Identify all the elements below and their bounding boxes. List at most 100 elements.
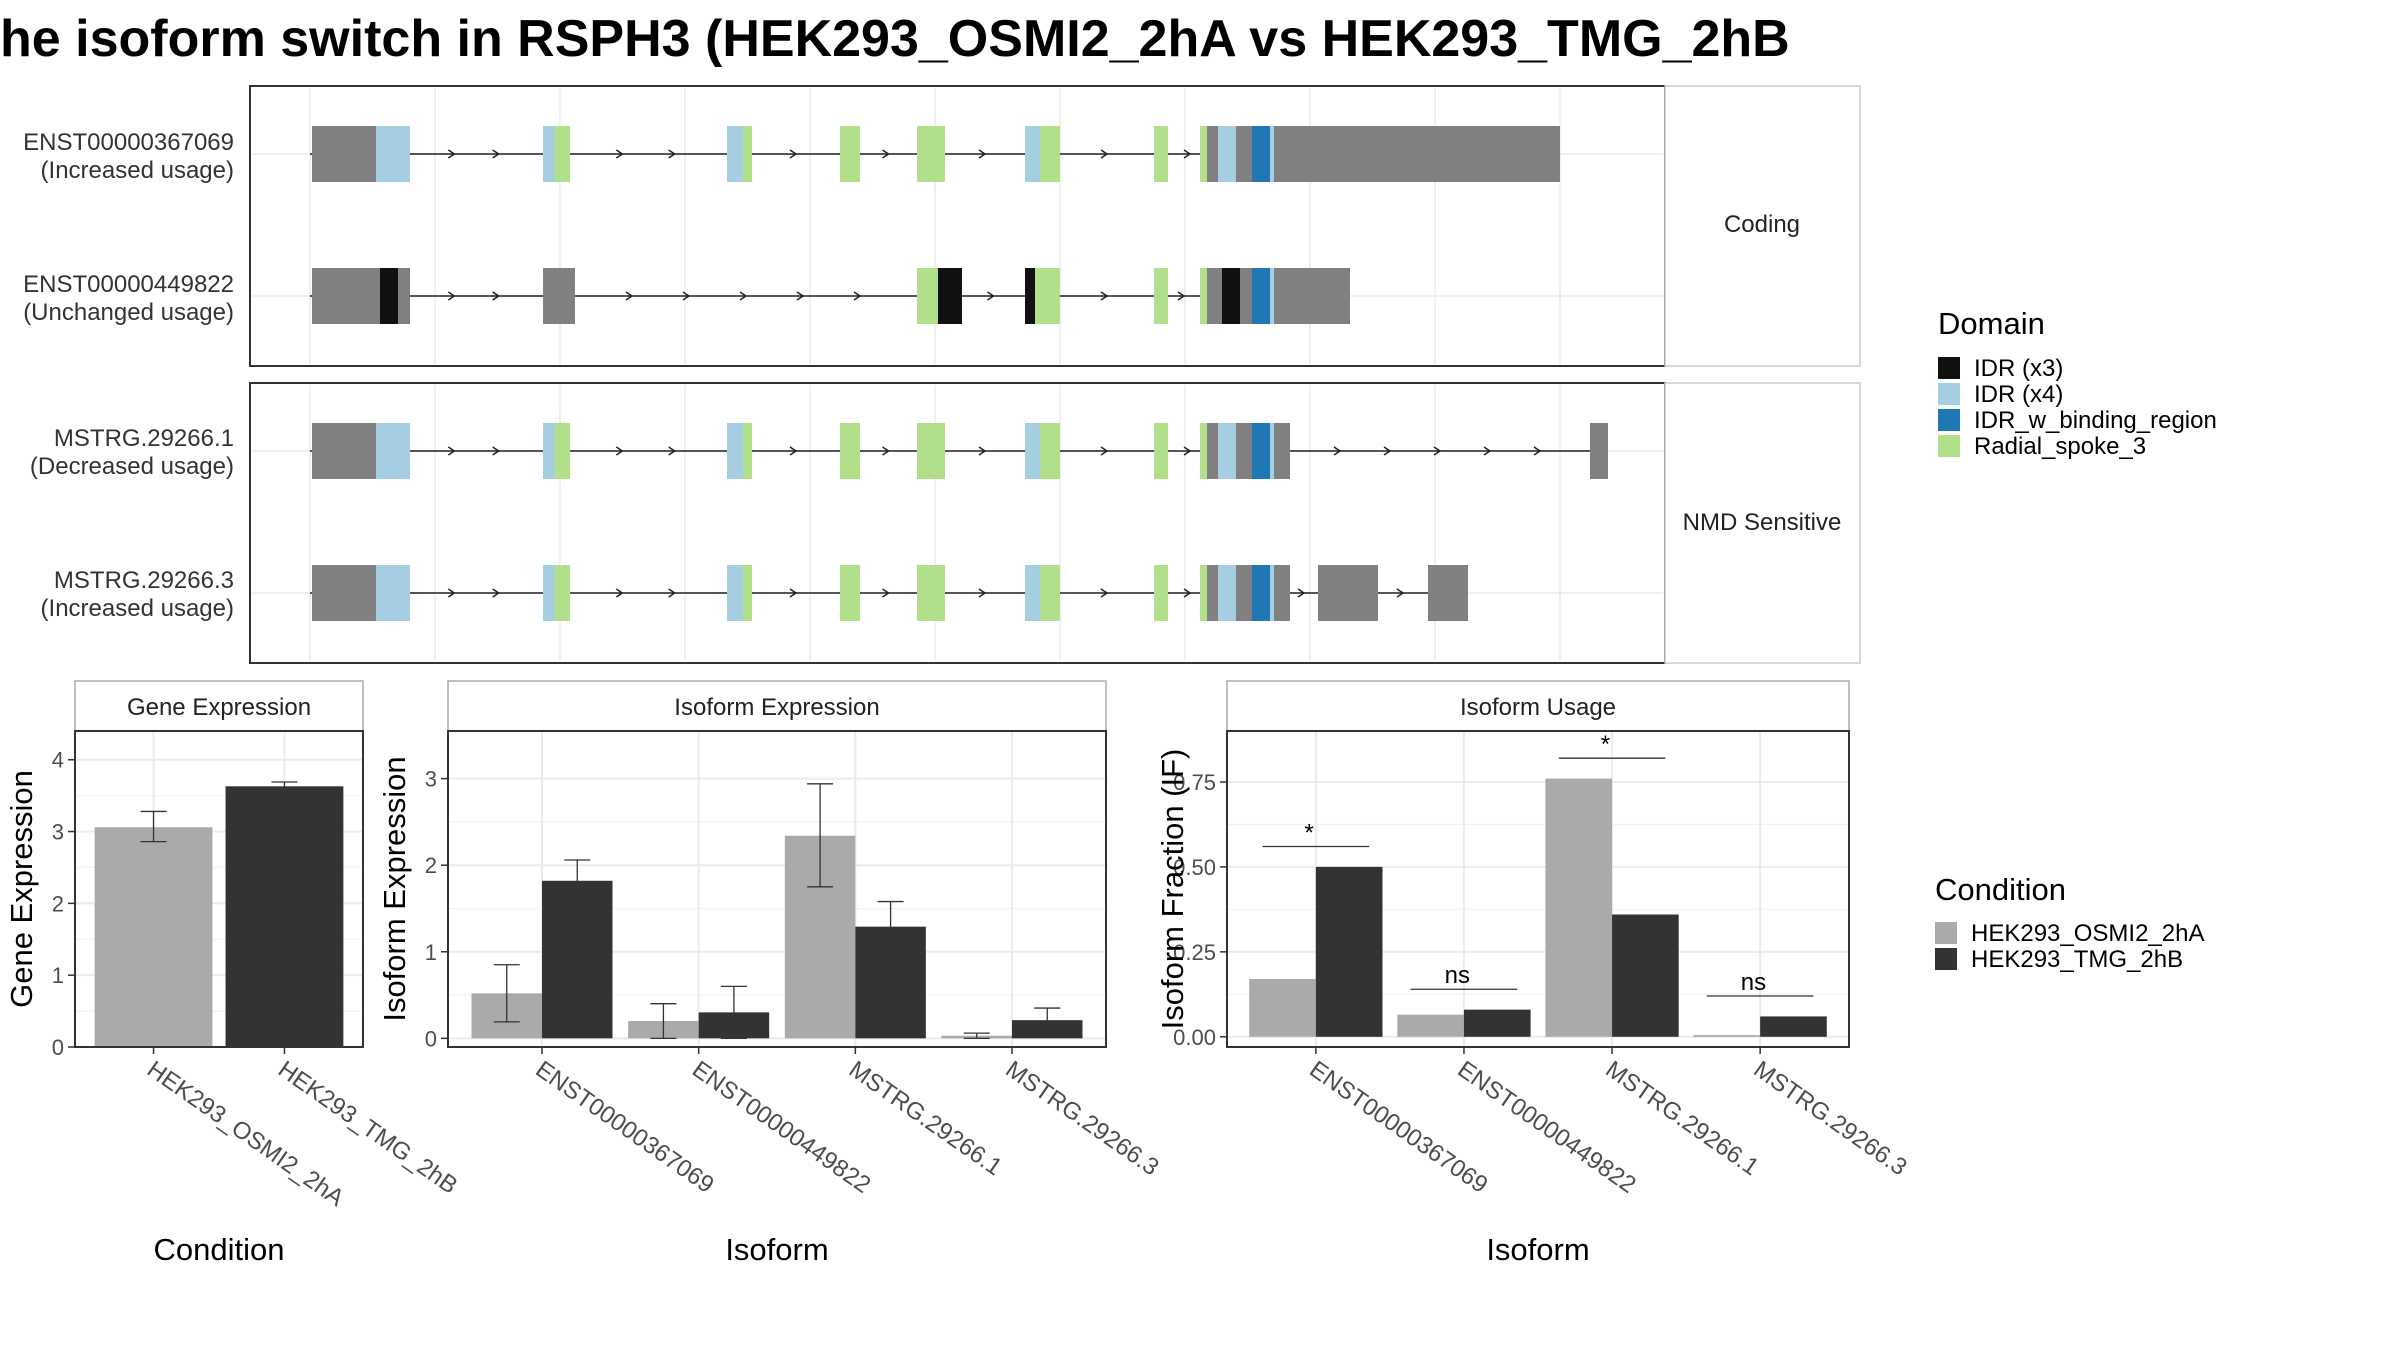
intron-arrow — [682, 291, 691, 301]
bar — [1249, 979, 1316, 1037]
intron-arrow — [1533, 446, 1542, 456]
exon-segment — [1025, 423, 1040, 479]
exon-segment — [1154, 126, 1168, 182]
x-tick-label: MSTRG.29266.1 — [1601, 1056, 1764, 1181]
exon-segment — [1274, 268, 1350, 324]
exon-segment — [555, 423, 570, 479]
intron-arrow — [789, 149, 798, 159]
intron-arrow — [447, 588, 456, 598]
exon-segment — [380, 268, 398, 324]
exon-segment — [1207, 268, 1222, 324]
exon-segment — [1154, 565, 1168, 621]
exon-segment — [743, 565, 752, 621]
y-tick-label: 0.00 — [1173, 1025, 1216, 1050]
facet-strip-nmd — [1664, 382, 1861, 664]
bar — [1612, 914, 1679, 1037]
legend-condition-label-2: HEK293_TMG_2hB — [1971, 946, 2183, 973]
exon-segment — [1025, 126, 1040, 182]
transcript-status-2: (Unchanged usage) — [23, 299, 234, 326]
exon-segment — [1035, 268, 1060, 324]
intron-arrow — [615, 588, 624, 598]
x-axis-title: Isoform — [1486, 1232, 1589, 1267]
exon-segment — [312, 565, 340, 621]
intron-arrow — [492, 291, 501, 301]
legend-domain-label-1: IDR (x3) — [1974, 355, 2063, 382]
exon-segment — [917, 565, 945, 621]
exon-segment — [1200, 126, 1207, 182]
panel-border — [1226, 730, 1850, 1048]
y-tick-label: 2 — [52, 891, 64, 916]
exon-segment — [1207, 565, 1218, 621]
exon-segment — [398, 268, 410, 324]
exon-segment — [1236, 423, 1252, 479]
exon-segment — [727, 126, 743, 182]
panel-title: Isoform Usage — [1460, 694, 1616, 721]
intron-arrow — [1183, 149, 1192, 159]
exon-segment — [1200, 565, 1207, 621]
exon-segment — [340, 268, 380, 324]
exon-segment — [1274, 126, 1560, 182]
exon-segment — [1274, 423, 1290, 479]
bar — [1315, 866, 1383, 1037]
significance-label: * — [1601, 731, 1610, 758]
intron-arrow — [853, 291, 862, 301]
x-axis-title: Isoform — [725, 1232, 828, 1267]
intron-arrow — [1383, 446, 1392, 456]
legend-domain-key-1 — [1938, 357, 1960, 379]
exon-segment — [312, 268, 340, 324]
transcript-label-4: MSTRG.29266.3 (Increased usage) — [41, 567, 234, 622]
exon-segment — [1218, 565, 1236, 621]
y-tick-label: 1 — [425, 940, 437, 965]
y-tick-label: 0 — [425, 1026, 437, 1051]
exon-segment — [543, 126, 555, 182]
y-tick-label: 0.50 — [1173, 855, 1216, 880]
exon-segment — [312, 126, 340, 182]
exon-segment — [938, 268, 962, 324]
y-tick-label: 3 — [425, 767, 437, 792]
exon-segment — [1252, 268, 1270, 324]
transcript-status-1: (Increased usage) — [41, 157, 234, 184]
legend-domain-label-4: Radial_spoke_3 — [1974, 433, 2146, 460]
x-tick-label: MSTRG.29266.3 — [1749, 1056, 1912, 1181]
figure-title: he isoform switch in RSPH3 (HEK293_OSMI2… — [0, 10, 1790, 68]
x-tick-label: MSTRG.29266.3 — [1001, 1056, 1164, 1181]
significance-label: ns — [1741, 969, 1766, 996]
x-tick-label: MSTRG.29266.1 — [844, 1056, 1007, 1181]
exon-segment — [1270, 565, 1274, 621]
transcript-id-2: ENST00000449822 — [23, 271, 234, 298]
legend-domain-label-2: IDR (x4) — [1974, 381, 2063, 408]
y-tick-label: 2 — [425, 853, 437, 878]
intron-arrow — [1100, 446, 1109, 456]
exon-segment — [727, 565, 743, 621]
transcript-status-3: (Decreased usage) — [30, 453, 234, 480]
legend-condition-key-1 — [1935, 922, 1957, 944]
intron-arrow — [739, 291, 748, 301]
y-tick-label: 0.25 — [1173, 940, 1216, 965]
exon-segment — [555, 565, 570, 621]
exon-segment — [555, 126, 570, 182]
intron-arrow — [882, 149, 890, 159]
exon-segment — [917, 126, 945, 182]
intron-arrow — [978, 149, 987, 159]
exon-segment — [1590, 423, 1608, 479]
exon-segment — [1252, 565, 1270, 621]
exon-segment — [1252, 423, 1270, 479]
exon-segment — [743, 126, 752, 182]
intron-arrow — [1183, 446, 1192, 456]
legend-domain-key-4 — [1938, 435, 1960, 457]
chart-isoform-usage: Isoform Usage0.000.250.500.75*ns*nsENST0… — [1155, 680, 1912, 1267]
exon-segment — [917, 423, 945, 479]
intron-arrow — [625, 291, 634, 301]
intron-arrow — [1333, 446, 1342, 456]
exon-segment — [1218, 126, 1236, 182]
exon-segment — [840, 423, 860, 479]
panel-title: Gene Expression — [127, 694, 311, 721]
intron-arrow — [492, 588, 501, 598]
legend-domain-key-3 — [1938, 409, 1960, 431]
y-tick-label: 1 — [52, 963, 64, 988]
significance-label: ns — [1445, 962, 1470, 989]
exon-segment — [1428, 565, 1468, 621]
intron-arrow — [796, 291, 805, 301]
exon-segment — [1025, 268, 1035, 324]
facet-strip-label-coding: Coding — [1724, 211, 1800, 238]
